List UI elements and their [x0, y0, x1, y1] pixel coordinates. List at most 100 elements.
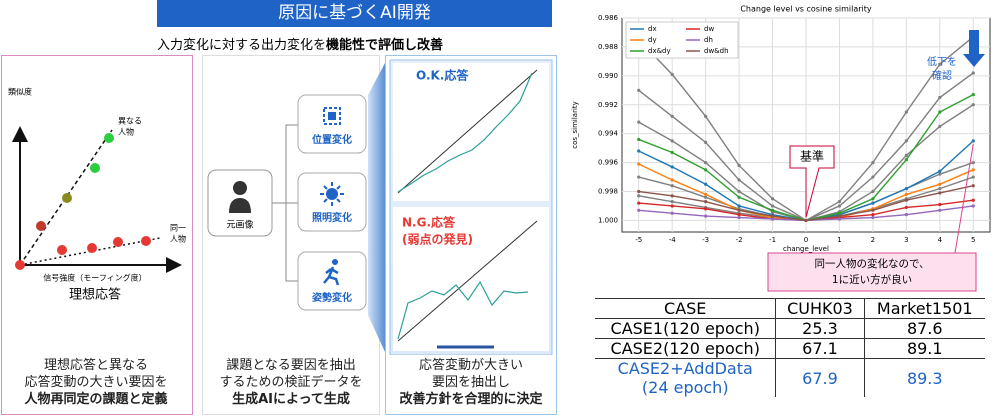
- point: [15, 260, 25, 270]
- y-tick-label: 0.996: [598, 159, 619, 167]
- point: [637, 162, 641, 166]
- point: [871, 160, 875, 165]
- point: [637, 149, 641, 153]
- x-tick-label: -1: [769, 236, 776, 244]
- icon: [332, 259, 338, 265]
- ideal-line: [397, 69, 538, 194]
- point: [104, 133, 114, 143]
- right-text: 応答変動が大きい 要因を抽出し 改善方針を合理的に決定: [385, 357, 557, 408]
- point: [670, 139, 674, 143]
- callout: [767, 143, 977, 292]
- line: 課題となる要因を抽出: [226, 358, 356, 373]
- annotation: 基準: [800, 149, 824, 164]
- header-cell: Market1501: [863, 298, 985, 319]
- left-text: 理想応答と異なる 応答変動の大きい要因を 人物再同定の課題と定義: [0, 357, 192, 408]
- point: [871, 208, 875, 212]
- point: [938, 62, 942, 66]
- y-axis-label: cos_similarity: [571, 101, 579, 149]
- right-panel: [385, 55, 557, 415]
- same-label: 同一: [170, 224, 186, 233]
- y-tick-label: 1.000: [598, 216, 618, 224]
- point: [938, 172, 942, 176]
- point: [704, 140, 708, 144]
- point: [938, 208, 942, 212]
- point: [637, 120, 641, 124]
- point: [704, 168, 708, 172]
- ng-label: (弱点の発見): [402, 232, 473, 247]
- point: [871, 175, 875, 179]
- change-label: 照明変化: [312, 211, 352, 224]
- y-tick-label: 0.992: [598, 101, 618, 109]
- x-tick-label: 2: [871, 236, 875, 244]
- middle-diagram: 元画像 位置変化 照明変化 姿勢変化 O.K.応答 N.G.応答 (弱点の発見): [207, 59, 553, 355]
- line: 応答変動が大きい: [418, 358, 523, 373]
- point: [57, 245, 67, 255]
- point: [770, 197, 775, 201]
- point: [670, 194, 674, 198]
- arrow: [963, 30, 985, 67]
- annotation: 1に近い方が良い: [832, 273, 912, 286]
- point: [637, 88, 641, 92]
- icon: [320, 182, 344, 206]
- y-tick-label: 0.994: [598, 130, 619, 138]
- subtitle-bold: 機能性で評価し改善: [326, 38, 444, 53]
- x-tick-label: 3: [904, 236, 908, 244]
- point: [637, 175, 641, 179]
- point: [737, 208, 741, 212]
- change-box: [297, 251, 367, 311]
- x-tick-label: 1: [837, 236, 841, 244]
- x-label: 信号強度（モーフィング度）: [43, 273, 146, 283]
- point: [770, 214, 775, 218]
- title-bar: 原因に基づくAI開発: [157, 0, 552, 27]
- point: [637, 189, 641, 194]
- cell: CASE2+AddData (24 epoch): [595, 358, 776, 397]
- point: [871, 189, 875, 194]
- point: [62, 193, 72, 203]
- legend-label: dw: [704, 25, 714, 33]
- cell: 67.1: [775, 338, 864, 359]
- icon: [229, 198, 251, 213]
- result-table: CASE CUHK03 Market1501 CASE1(120 epoch) 25.3…: [595, 298, 985, 397]
- chart: Change level vs cosine similarity change…: [571, 5, 991, 292]
- point: [837, 217, 842, 221]
- point: [670, 72, 674, 76]
- x-tick-label: -5: [635, 236, 642, 244]
- point: [704, 200, 708, 204]
- point: [804, 218, 808, 223]
- point: [737, 204, 741, 208]
- legend-box: [625, 21, 739, 59]
- legend: dx dy dx&dy dw dh dw&dh: [625, 21, 739, 59]
- point: [704, 160, 708, 165]
- point: [871, 201, 875, 205]
- point: [737, 178, 741, 182]
- point: [971, 198, 975, 202]
- ideal-line: [397, 220, 538, 342]
- icon: [323, 266, 340, 286]
- point: [737, 195, 741, 199]
- point: [737, 213, 741, 217]
- y-label: 類似度: [8, 87, 32, 97]
- cell: 25.3: [775, 318, 864, 339]
- point: [113, 237, 123, 247]
- legend-label: dw&dh: [704, 47, 729, 55]
- point: [971, 71, 975, 75]
- cell-line: (24 epoch): [641, 378, 729, 397]
- x-tick-label: -2: [736, 236, 743, 244]
- y-tick-label: 0.986: [598, 14, 619, 22]
- point: [938, 95, 942, 100]
- point: [971, 139, 975, 143]
- point: [904, 187, 908, 191]
- point: [670, 200, 674, 204]
- cell: 89.3: [863, 358, 985, 397]
- point: [871, 215, 875, 220]
- annotation: 同一人物の変化なので、: [814, 257, 929, 270]
- point: [704, 114, 708, 118]
- point: [637, 201, 641, 205]
- point: [971, 184, 975, 188]
- point: [704, 182, 708, 186]
- point: [971, 204, 975, 208]
- cell: CASE2(120 epoch): [595, 338, 776, 359]
- caption: 理想応答: [69, 287, 121, 303]
- point: [938, 182, 942, 186]
- legend-label: dh: [704, 36, 713, 44]
